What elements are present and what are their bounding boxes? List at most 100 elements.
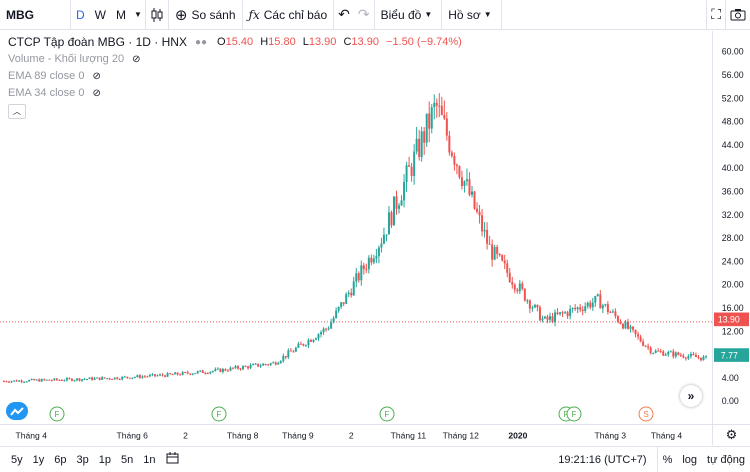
candle-body: [101, 377, 104, 380]
financial-event-marker[interactable]: [379, 406, 395, 422]
candle-body: [269, 363, 272, 365]
candle-body: [8, 381, 11, 383]
interval-w[interactable]: W: [94, 7, 106, 22]
candle-body: [559, 312, 562, 315]
financial-event-marker[interactable]: [49, 406, 65, 422]
candle-body: [501, 255, 504, 261]
candle-body: [322, 328, 325, 333]
candle-body: [694, 355, 697, 358]
candle-body: [73, 380, 76, 382]
candle-body: [679, 354, 682, 356]
candle-body: [591, 302, 594, 308]
candle-body: [576, 307, 579, 310]
candle-body: [629, 326, 632, 329]
price-tick-label: 24.00: [722, 256, 744, 266]
candlestick-icon[interactable]: [146, 0, 168, 30]
price-tick-label: 28.00: [722, 233, 744, 243]
indicator-ema-89[interactable]: EMA 89 close 0: [8, 70, 85, 82]
candle-body: [309, 339, 312, 342]
candle-body: [637, 334, 640, 337]
tradingview-logo-icon[interactable]: [6, 402, 28, 420]
indicators-button[interactable]: ƒx Các chỉ báo: [243, 0, 334, 30]
divider: [373, 0, 375, 30]
candle-body: [123, 376, 126, 378]
auto-scale-toggle[interactable]: tự động: [707, 453, 745, 466]
chart-type-dropdown[interactable]: Biểu đồ ▼: [375, 0, 442, 30]
time-axis[interactable]: Tháng 4 Tháng 6 2 Tháng 8 Tháng 9 2 Tháng 11 Th…: [0, 424, 712, 445]
price-tick-label: 48.00: [722, 117, 744, 127]
symbol-search[interactable]: MBG: [6, 7, 34, 22]
candle-body: [186, 372, 189, 374]
candle-body: [224, 368, 227, 371]
candle-body: [181, 372, 184, 375]
gear-icon[interactable]: ⚙: [712, 424, 750, 445]
range-6m[interactable]: 6p: [54, 453, 67, 466]
price-tick-label: 36.00: [722, 186, 744, 196]
compare-label: So sánh: [191, 7, 236, 22]
candle-body: [297, 343, 300, 348]
camera-icon[interactable]: [726, 0, 750, 30]
candle-body: [179, 374, 182, 376]
candle-body: [229, 367, 232, 371]
candle-body: [654, 350, 657, 353]
candle-body: [113, 377, 116, 380]
clock[interactable]: 19:21:16 (UTC+7): [558, 453, 647, 466]
candle-body: [103, 377, 106, 379]
candle-body: [242, 366, 245, 370]
candle-body: [304, 345, 307, 347]
price-axis[interactable]: 60.00 56.00 52.00 48.00 44.00 40.00 36.00 32.00…: [712, 31, 750, 424]
candle-body: [662, 351, 665, 356]
log-toggle[interactable]: log: [682, 453, 698, 466]
redo-icon[interactable]: ↷: [357, 6, 370, 22]
candle-body: [549, 316, 551, 320]
undo-icon[interactable]: ↶: [338, 6, 350, 22]
financial-event-marker[interactable]: [211, 406, 227, 422]
range-1y[interactable]: 1y: [32, 453, 45, 466]
candle-body: [108, 378, 111, 380]
split-event-marker[interactable]: [638, 406, 654, 422]
interval-d[interactable]: D: [76, 7, 85, 22]
compare-button[interactable]: ⊕ So sánh: [169, 0, 242, 30]
candle-body: [566, 312, 569, 317]
settings-icon[interactable]: ●●: [194, 37, 208, 48]
candle-body: [23, 381, 26, 383]
percent-toggle[interactable]: %: [662, 453, 673, 466]
event-label: F: [564, 410, 569, 419]
range-3m[interactable]: 3p: [76, 453, 89, 466]
range-1d[interactable]: 1n: [143, 453, 156, 466]
eye-off-icon[interactable]: ⊘: [92, 71, 101, 82]
candle-body: [478, 211, 481, 216]
profile-dropdown[interactable]: Hồ sơ ▼: [442, 0, 500, 30]
financial-event-marker[interactable]: [566, 406, 582, 422]
candle-body: [206, 373, 209, 375]
range-1m[interactable]: 1p: [98, 453, 111, 466]
fullscreen-icon[interactable]: ⛶: [711, 6, 721, 22]
candle-body: [362, 265, 365, 270]
chevron-down-icon[interactable]: ▼: [134, 10, 142, 19]
indicator-volume[interactable]: Volume - Khối lượng 20: [8, 53, 125, 65]
candle-body: [357, 273, 360, 281]
eye-off-icon[interactable]: ⊘: [92, 88, 101, 99]
scroll-to-realtime-button[interactable]: »: [680, 385, 702, 407]
interval-m[interactable]: M: [116, 7, 126, 22]
candle-body: [410, 166, 413, 176]
candle-body: [428, 113, 431, 129]
collapse-legend-button[interactable]: ︿: [8, 104, 26, 119]
candle-body: [538, 307, 541, 321]
candle-body: [647, 346, 650, 348]
candle-body: [45, 379, 48, 381]
date-range-calendar-icon[interactable]: [161, 452, 184, 467]
indicator-ema-34[interactable]: EMA 34 close 0: [8, 87, 85, 99]
eye-off-icon[interactable]: ⊘: [132, 54, 141, 65]
candle-body: [652, 352, 655, 354]
candle-body: [594, 295, 597, 303]
candle-body: [589, 302, 592, 308]
candle-body: [584, 306, 587, 311]
range-5d[interactable]: 5n: [121, 453, 134, 466]
candle-body: [18, 380, 21, 382]
divider: [167, 0, 169, 30]
time-tick-label: 2: [349, 430, 354, 440]
range-5y[interactable]: 5y: [11, 453, 23, 466]
candle-body: [335, 310, 338, 318]
